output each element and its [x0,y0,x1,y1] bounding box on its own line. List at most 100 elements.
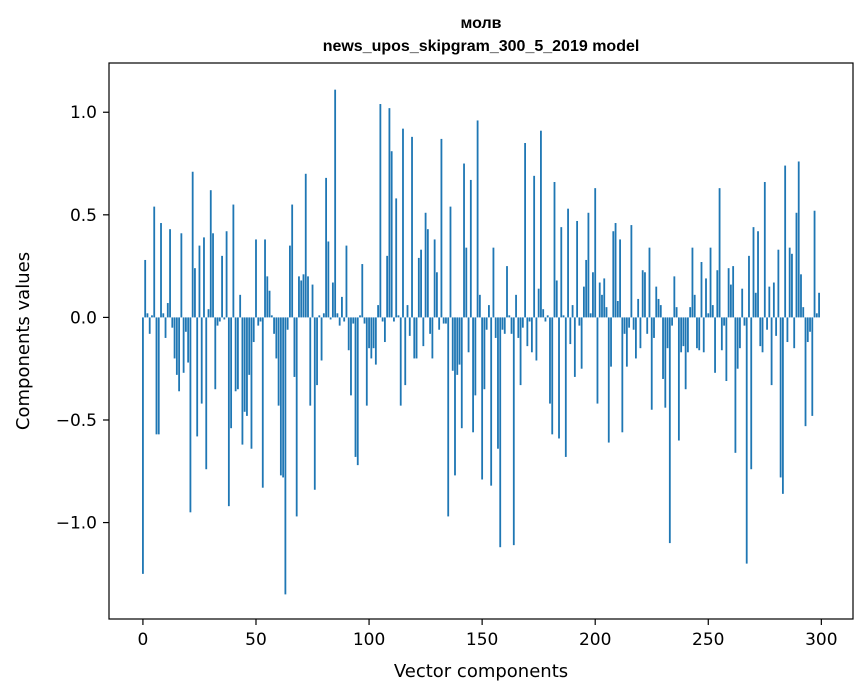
bar-88 [341,296,343,318]
x-tick-label: 0 [138,630,149,650]
bar-136 [449,206,452,318]
bar-185 [560,227,563,318]
bar-247 [700,262,703,318]
bar-176 [540,130,542,318]
bar-155 [492,247,495,318]
bar-133 [442,317,445,324]
x-tick-label: 150 [466,630,498,650]
bar-222 [644,272,646,318]
bar-63 [284,317,287,595]
bar-121 [415,317,418,359]
bar-154 [490,317,493,486]
bar-264 [739,317,741,349]
bar-145 [469,179,472,318]
bar-112 [395,198,398,318]
bar-80 [322,313,325,318]
bar-7 [157,317,160,435]
bar-3 [148,317,151,334]
bar-245 [696,317,698,349]
bar-107 [383,317,386,343]
bar-161 [506,266,508,318]
bar-37 [225,231,228,318]
bar-54 [264,239,266,318]
bar-295 [809,317,811,332]
bar-120 [413,317,416,359]
bar-272 [757,231,759,318]
bar-276 [766,317,768,330]
bar-151 [483,317,486,390]
bar-173 [533,175,536,318]
bar-117 [406,305,409,318]
bar-208 [612,231,615,318]
bar-179 [546,315,549,318]
bar-27 [203,237,205,318]
bar-241 [687,317,689,353]
bar-171 [528,317,531,322]
y-tick-label: 0.0 [70,308,97,328]
bar-74 [309,317,312,406]
bar-39 [230,317,233,429]
bar-16 [178,317,181,392]
bar-232 [666,317,669,349]
bar-183 [555,280,558,318]
bar-52 [259,317,262,322]
bar-188 [567,208,569,318]
bar-23 [194,268,196,318]
bar-288 [793,317,796,349]
bar-14 [173,317,176,359]
bar-72 [304,173,307,318]
bar-200 [594,188,597,318]
bar-197 [587,212,590,318]
bar-2 [146,313,149,318]
bar-192 [576,220,579,318]
bar-130 [436,272,438,318]
bar-273 [759,317,762,347]
bar-217 [632,317,635,330]
bar-6 [155,317,158,435]
bar-97 [361,264,364,318]
bar-79 [320,317,323,361]
bar-201 [596,317,599,404]
bars-group [142,89,820,595]
bar-92 [350,317,352,396]
bar-243 [691,247,694,318]
bar-36 [223,317,226,320]
bar-82 [327,241,330,318]
bar-231 [664,317,667,408]
bar-109 [388,108,391,318]
bar-266 [743,317,746,326]
bar-289 [795,212,798,318]
bar-28 [205,317,208,470]
bar-21 [189,317,192,513]
bar-299 [818,292,820,318]
bar-170 [526,317,529,347]
bar-260 [729,284,732,318]
bar-89 [343,317,346,322]
bar-67 [293,317,296,377]
bar-279 [772,282,775,318]
bar-187 [564,317,567,457]
bar-102 [372,317,375,349]
bar-76 [313,317,316,490]
bar-62 [282,317,285,478]
bar-56 [268,290,271,318]
bar-152 [485,317,488,330]
x-axis-label: Vector components [394,661,568,682]
bar-128 [431,317,434,359]
bar-253 [714,317,716,373]
bar-203 [601,294,603,318]
y-tick-label: 1.0 [70,103,97,123]
bar-213 [623,317,626,334]
bar-230 [662,317,664,379]
chart-subtitle: news_upos_skipgram_300_5_2019 model [323,38,640,55]
bar-240 [684,317,687,390]
bar-268 [748,255,750,318]
bar-58 [273,317,275,334]
bar-205 [605,307,608,318]
bar-139 [456,317,459,375]
bar-195 [582,286,585,318]
bar-215 [628,317,631,328]
x-tick-label: 250 [692,630,724,650]
bar-157 [497,317,499,449]
bar-202 [598,282,601,318]
